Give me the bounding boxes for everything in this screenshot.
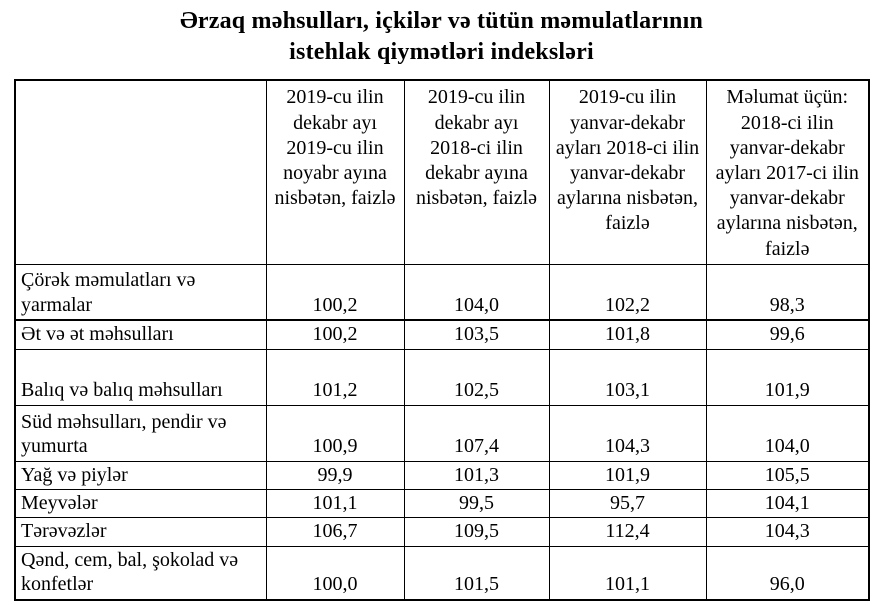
row-value: 101,2 (265, 348, 405, 406)
table-row: Ət və ət məhsulları 100,2 103,5 101,8 99,6 (14, 319, 870, 350)
table-row: Süd məhsulları, pendir və yumurta 100,9 10… (14, 404, 870, 462)
row-label: Qənd, cem, bal, şokolad və konfetlər (14, 545, 267, 601)
row-value: 95,7 (548, 489, 707, 519)
row-value: 102,5 (403, 348, 550, 406)
row-label: Yağ və piylər (14, 460, 267, 491)
page-title-line-1: Ərzaq məhsulları, içkilər və tütün məmul… (179, 8, 704, 34)
row-value: 104,0 (705, 404, 870, 462)
header-cell-1: 2019-cu ilin dekabr ayı 2019-cu ilin noy… (265, 79, 405, 265)
row-value: 103,1 (548, 348, 707, 406)
row-value: 101,1 (548, 545, 707, 601)
row-value: 99,9 (265, 460, 405, 491)
page-title: Ərzaq məhsulları, içkilər və tütün məmul… (10, 6, 873, 67)
table-row: Meyvələr 101,1 99,5 95,7 104,1 (14, 489, 870, 519)
row-value: 101,9 (548, 460, 707, 491)
row-label: Balıq və balıq məhsulları (14, 348, 267, 406)
row-value: 96,0 (705, 545, 870, 601)
row-value: 100,2 (265, 319, 405, 350)
row-value: 105,5 (705, 460, 870, 491)
row-value: 100,0 (265, 545, 405, 601)
row-value: 106,7 (265, 517, 405, 547)
row-value: 101,9 (705, 348, 870, 406)
row-value: 99,6 (705, 319, 870, 350)
row-label: Tərəvəzlər (14, 517, 267, 547)
row-value: 104,1 (705, 489, 870, 519)
table-row: Balıq və balıq məhsulları 101,2 102,5 103,1… (14, 348, 870, 406)
row-value: 100,9 (265, 404, 405, 462)
row-value: 109,5 (403, 517, 550, 547)
row-value: 107,4 (403, 404, 550, 462)
row-label: Süd məhsulları, pendir və yumurta (14, 404, 267, 462)
cpi-table: 2019-cu ilin dekabr ayı 2019-cu ilin noy… (14, 79, 870, 601)
header-cell-3: 2019-cu ilin yanvar-dekabr ayları 2018-c… (548, 79, 707, 265)
row-value: 101,1 (265, 489, 405, 519)
header-cell-corner (14, 79, 267, 265)
row-value: 101,3 (403, 460, 550, 491)
row-value: 112,4 (548, 517, 707, 547)
row-value: 98,3 (705, 263, 870, 322)
header-cell-4: Məlumat üçün: 2018-ci ilin yanvar-dekabr… (705, 79, 870, 265)
table-body: Çörək məmulatları və yarmalar 100,2 104,0 1… (14, 263, 870, 601)
row-value: 102,2 (548, 263, 707, 322)
header-cell-2: 2019-cu ilin dekabr ayı 2018-ci ilin dek… (403, 79, 550, 265)
table-header: 2019-cu ilin dekabr ayı 2019-cu ilin noy… (14, 79, 870, 265)
row-value: 104,0 (403, 263, 550, 322)
row-value: 99,5 (403, 489, 550, 519)
row-value: 100,2 (265, 263, 405, 322)
row-label: Çörək məmulatları və yarmalar (14, 263, 267, 322)
row-value: 104,3 (548, 404, 707, 462)
table-row: Yağ və piylər 99,9 101,3 101,9 105,5 (14, 460, 870, 491)
row-label: Ət və ət məhsulları (14, 319, 267, 350)
row-value: 101,5 (403, 545, 550, 601)
row-label: Meyvələr (14, 489, 267, 519)
table-row: Çörək məmulatları və yarmalar 100,2 104,0 1… (14, 263, 870, 322)
table-header-row: 2019-cu ilin dekabr ayı 2019-cu ilin noy… (14, 79, 870, 265)
table-row: Tərəvəzlər 106,7 109,5 112,4 104,3 (14, 517, 870, 547)
row-value: 104,3 (705, 517, 870, 547)
row-value: 103,5 (403, 319, 550, 350)
page-title-line-2: istehlak qiymətləri indeksləri (289, 38, 594, 65)
table-row: Qənd, cem, bal, şokolad və konfetlər 100,… (14, 545, 870, 601)
row-value: 101,8 (548, 319, 707, 350)
